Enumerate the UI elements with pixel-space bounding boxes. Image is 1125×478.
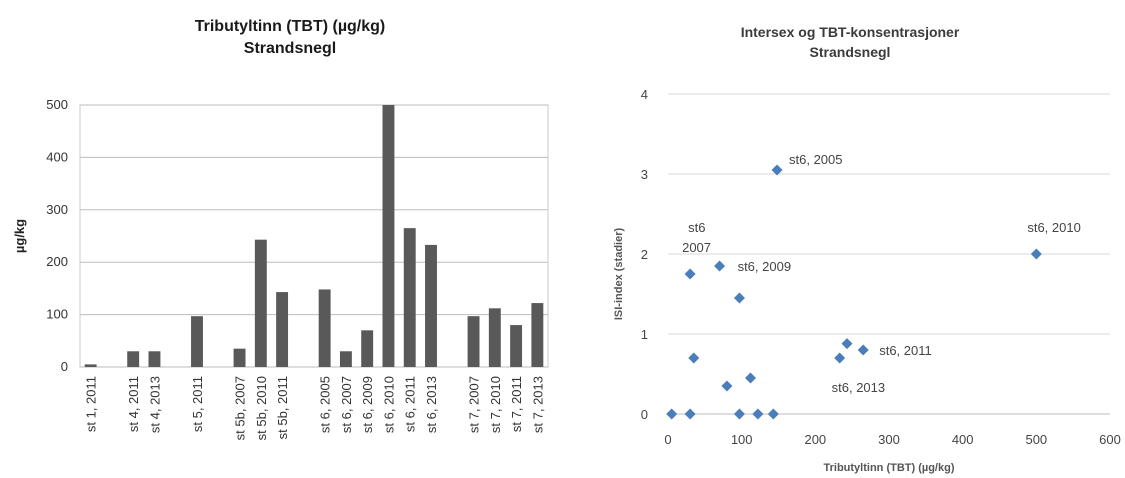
scatter-point [666, 408, 678, 420]
bar-chart-svg: 0 100 200 300 400 500 µg/kg st 1, 2011 st 4, 201… [12, 97, 549, 440]
bar [510, 325, 523, 367]
y-tick-label: 300 [46, 202, 68, 217]
scatter-point [721, 380, 733, 392]
bar-chart-title-block: Tributyltinn (TBT) (µg/kg) Strandsnegl [90, 16, 490, 60]
bar-chart-panel: Tributyltinn (TBT) (µg/kg) Strandsnegl 0… [0, 0, 560, 478]
point-annotation: st6, 2011 [879, 343, 932, 358]
bar [531, 303, 544, 367]
y-tick-label: 0 [641, 407, 648, 422]
scatter-chart-svg: 0 1 2 3 4 0 100 200 300 400 500 600 Tributyltinn (TB… [613, 87, 1121, 474]
bar [425, 244, 437, 367]
scatter-point [771, 164, 783, 176]
bar [488, 308, 501, 367]
x-tick-label: 100 [731, 432, 753, 447]
x-tick-label: 0 [664, 432, 671, 447]
x-tick-label: st 5b, 2007 [233, 376, 248, 440]
y-tick-label: 400 [46, 149, 68, 164]
bar [148, 351, 161, 367]
x-tick-label: st 7, 2011 [509, 376, 524, 432]
x-tick-label: st 5b, 2010 [254, 376, 269, 440]
scatter-point [841, 338, 853, 350]
bar [467, 316, 480, 367]
x-tick-label: st 6, 2009 [360, 376, 375, 433]
x-tick-label: st 5, 2011 [190, 376, 205, 432]
x-tick-label: st 7, 2013 [530, 376, 545, 433]
scatter-point [745, 372, 757, 384]
bar [318, 289, 331, 367]
scatter-point [752, 408, 764, 420]
scatter-chart-title: Intersex og TBT-konsentrasjoner [740, 24, 960, 40]
point-annotation: st6, 2010 [1027, 220, 1081, 235]
scatter-chart-title-block: Intersex og TBT-konsentrasjoner Strandsn… [640, 22, 1060, 62]
scatter-point [767, 408, 779, 420]
y-tick-label: 4 [641, 87, 648, 102]
scatter-point [714, 260, 726, 272]
point-annotation: 2007 [682, 240, 711, 255]
x-tick-label: st 6, 2007 [339, 376, 354, 433]
scatter-point [688, 352, 700, 364]
bar [84, 364, 97, 367]
bar-chart-title: Tributyltinn (TBT) (µg/kg) [194, 18, 386, 35]
bar [403, 228, 416, 367]
x-tick-label: st 7, 2007 [467, 376, 482, 433]
y-tick-label: 1 [641, 327, 648, 342]
bar [382, 105, 395, 367]
point-annotation: st6, 2013 [832, 380, 886, 395]
x-tick-label: st 6, 2011 [403, 376, 418, 432]
x-tick-label: st 1, 2011 [84, 376, 99, 432]
x-tick-label: st 6, 2005 [318, 376, 333, 433]
bar [233, 348, 246, 367]
scatter-point [834, 352, 846, 364]
y-tick-label: 2 [641, 247, 648, 262]
scatter-point [733, 408, 745, 420]
y-tick-label: 3 [641, 167, 648, 182]
x-tick-label: 300 [878, 432, 900, 447]
bar [191, 316, 203, 367]
bar-chart-subtitle: Strandsnegl [243, 40, 337, 57]
x-tick-label: 400 [952, 432, 974, 447]
point-annotation: st6, 2005 [789, 152, 843, 167]
scatter-point [684, 268, 696, 280]
x-tick-label: st 6, 2010 [381, 376, 396, 433]
scatter-chart-subtitle: Strandsnegl [809, 44, 891, 60]
bar [339, 351, 352, 367]
x-tick-label: 600 [1099, 432, 1121, 447]
y-tick-label: 500 [46, 97, 68, 112]
scatter-point [684, 408, 696, 420]
scatter-point [857, 344, 869, 356]
x-tick-label: st 5b, 2011 [275, 376, 290, 439]
bar [361, 330, 374, 367]
x-tick-label: st 6, 2013 [424, 376, 439, 433]
y-axis-title: ISI-index (stadier) [613, 228, 625, 321]
point-annotation: st6 [688, 220, 705, 235]
x-axis-title: Tributyltinn (TBT) (µg/kg) [824, 462, 955, 474]
x-tick-label: 200 [804, 432, 826, 447]
y-axis-title: µg/kg [12, 219, 27, 253]
bar [127, 351, 140, 367]
y-tick-label: 200 [46, 254, 68, 269]
bar [276, 292, 289, 367]
y-tick-label: 0 [61, 359, 68, 374]
x-tick-label: st 7, 2010 [488, 376, 503, 433]
x-tick-label: st 4, 2013 [147, 376, 162, 433]
point-annotation: st6, 2009 [738, 259, 792, 274]
bar [254, 239, 267, 367]
scatter-point [1030, 248, 1042, 260]
x-tick-label: 500 [1025, 432, 1047, 447]
x-tick-label: st 4, 2011 [126, 376, 141, 432]
scatter-point [733, 292, 745, 304]
y-tick-label: 100 [46, 307, 68, 322]
scatter-chart-panel: Intersex og TBT-konsentrasjoner Strandsn… [580, 0, 1125, 478]
